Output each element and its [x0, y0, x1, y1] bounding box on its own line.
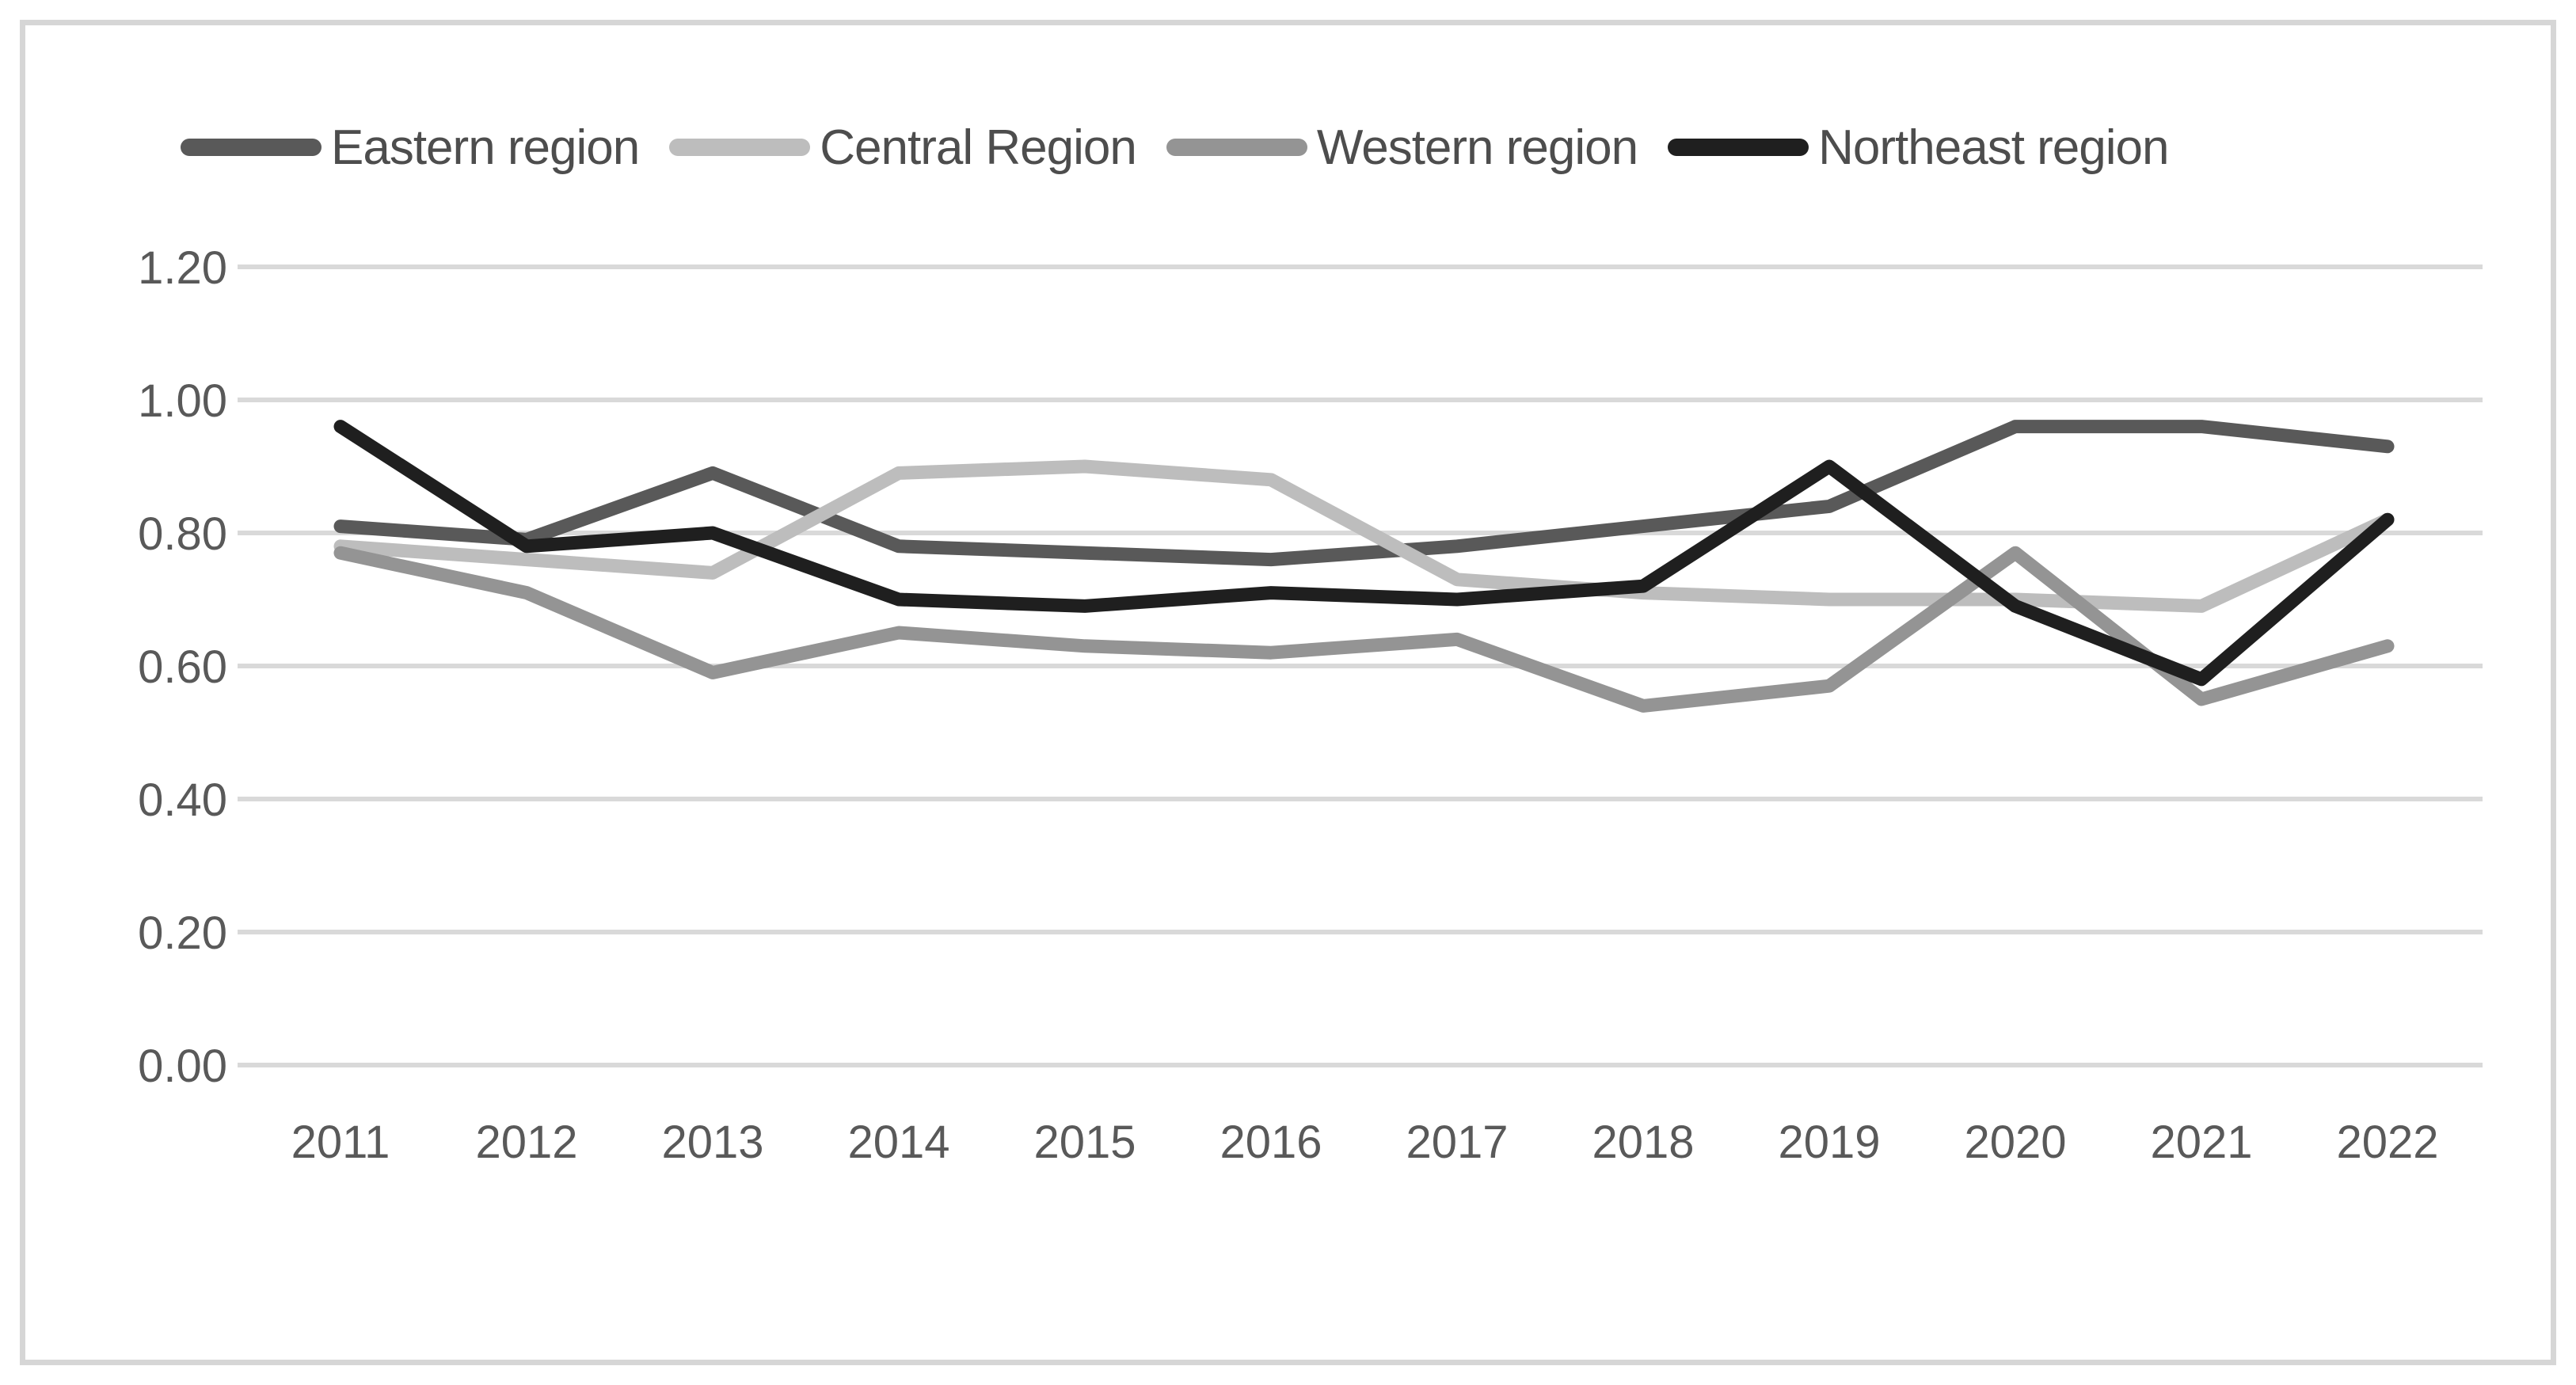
x-tick-label: 2012: [475, 1117, 577, 1168]
legend-item-northeast: Northeast region: [1668, 120, 2170, 176]
y-tick-label: 0.80: [138, 508, 227, 560]
x-tick-label: 2015: [1033, 1117, 1136, 1168]
legend: Eastern region Central Region Western re…: [181, 113, 2170, 181]
x-tick-label: 2021: [2150, 1117, 2252, 1168]
x-tick-label: 2016: [1220, 1117, 1322, 1168]
x-tick-label: 2013: [661, 1117, 763, 1168]
series-line-eastern-region: [333, 420, 2395, 567]
y-tick-label: 0.40: [138, 774, 227, 826]
legend-label-western: Western region: [1316, 120, 1638, 175]
legend-label-northeast: Northeast region: [1818, 120, 2169, 175]
series-line-central-region: [333, 459, 2395, 613]
y-tick-label: 0.00: [138, 1041, 227, 1092]
y-tick-label: 0.20: [138, 907, 227, 959]
legend-swatch-eastern: [181, 139, 322, 156]
legend-swatch-central: [669, 139, 811, 156]
x-tick-label: 2019: [1778, 1117, 1880, 1168]
x-tick-label: 2020: [1964, 1117, 2066, 1168]
legend-item-central: Central Region: [669, 120, 1137, 176]
legend-label-central: Central Region: [820, 120, 1137, 175]
x-tick-label: 2018: [1592, 1117, 1694, 1168]
legend-item-western: Western region: [1166, 120, 1638, 176]
x-tick-label: 2022: [2336, 1117, 2438, 1168]
y-tick-label: 1.20: [138, 242, 227, 294]
x-tick-label: 2017: [1406, 1117, 1508, 1168]
series-line-western-region: [333, 546, 2395, 713]
y-tick-label: 1.00: [138, 375, 227, 427]
legend-label-eastern: Eastern region: [331, 120, 640, 175]
x-tick-label: 2014: [847, 1117, 949, 1168]
series-line-northeast-region: [333, 420, 2395, 687]
legend-item-eastern: Eastern region: [181, 120, 640, 176]
legend-swatch-western: [1166, 139, 1307, 156]
y-tick-label: 0.60: [138, 641, 227, 693]
x-tick-label: 2011: [291, 1117, 390, 1168]
legend-swatch-northeast: [1668, 139, 1809, 156]
